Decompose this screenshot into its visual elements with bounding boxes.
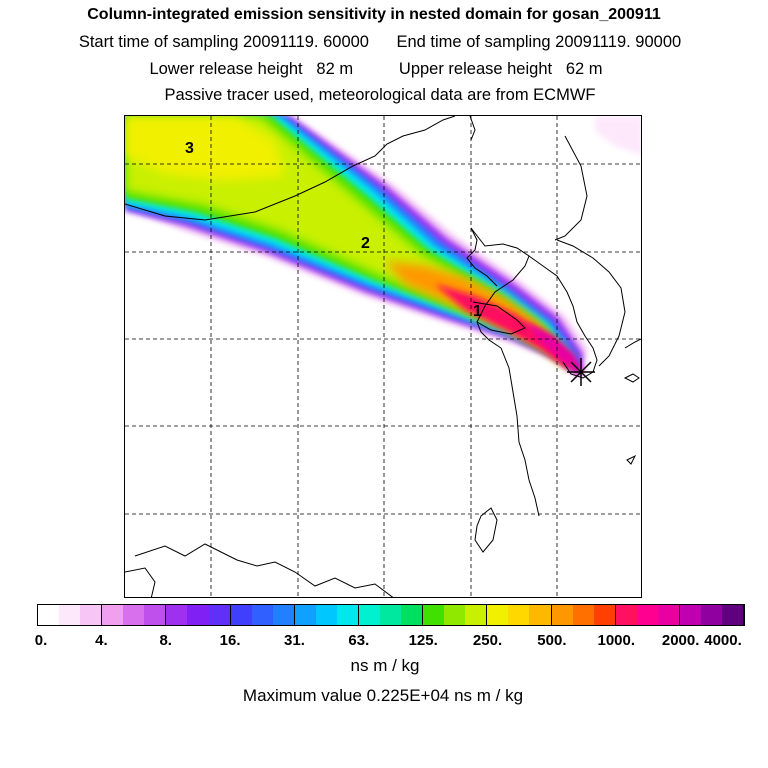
colorbar-segment — [423, 605, 445, 625]
colorbar-segment — [508, 605, 530, 625]
sampling-time-line: Start time of sampling 20091119. 60000 E… — [78, 33, 682, 51]
colorbar-segment — [208, 605, 231, 625]
colorbar-segment — [102, 605, 124, 625]
colorbar-segment — [315, 605, 337, 625]
colorbar-segment — [551, 605, 573, 625]
colorbar-tick-label: 63. — [348, 632, 370, 649]
colorbar-units: ns m / kg — [350, 656, 420, 675]
colorbar-tick-label: 2000. — [661, 632, 700, 649]
colorbar-segment — [401, 605, 424, 625]
colorbar-segment — [123, 605, 145, 625]
receptor-star-icon — [567, 358, 595, 386]
map-panel: 3 2 1 — [124, 115, 642, 598]
colorbar-segment — [572, 605, 594, 625]
colorbar-tick-label: 0. — [34, 632, 48, 649]
colorbar-segment — [38, 605, 60, 625]
colorbar-segment — [144, 605, 167, 625]
colorbar-segment — [230, 605, 252, 625]
plume-day-label-3: 3 — [185, 140, 194, 157]
colorbar-segment — [593, 605, 616, 625]
colorbar-segment — [294, 605, 316, 625]
colorbar-segment — [80, 605, 103, 625]
colorbar-segment — [358, 605, 380, 625]
map-title: Column-integrated emission sensitivity i… — [87, 6, 661, 23]
colorbar-segment — [166, 605, 188, 625]
colorbar-segment — [336, 605, 359, 625]
colorbar-segment — [636, 605, 658, 625]
colorbar — [37, 604, 745, 626]
colorbar-segment — [251, 605, 273, 625]
colorbar-tick-label: 4. — [95, 632, 108, 649]
maximum-value-label: Maximum value 0.225E+04 ns m / kg — [242, 686, 524, 705]
colorbar-segment — [615, 605, 637, 625]
colorbar-tick-label: 1000. — [597, 632, 636, 649]
colorbar-tick-label: 31. — [284, 632, 305, 649]
colorbar-segment — [657, 605, 680, 625]
colorbar-tick-label: 125. — [408, 632, 438, 649]
colorbar-tick-label: 4000. — [704, 632, 742, 649]
plume-day-label-1: 1 — [473, 303, 482, 320]
colorbar-segment — [722, 605, 745, 625]
colorbar-segment — [272, 605, 295, 625]
colorbar-segment — [59, 605, 81, 625]
colorbar-tick-label: 250. — [472, 632, 503, 649]
plume-day-label-2: 2 — [361, 235, 370, 252]
colorbar-segment — [529, 605, 552, 625]
colorbar-tick-label: 16. — [219, 632, 241, 649]
lat-lon-grid — [125, 116, 641, 597]
colorbar-segment — [679, 605, 701, 625]
colorbar-segment — [187, 605, 209, 625]
release-height-line: Lower release height 82 m Upper release … — [149, 60, 603, 78]
colorbar-segment — [700, 605, 722, 625]
colorbar-segment — [465, 605, 488, 625]
colorbar-segment — [444, 605, 466, 625]
tracer-info-line: Passive tracer used, meteorological data… — [164, 86, 596, 104]
map-canvas: 3 2 1 — [125, 116, 641, 597]
colorbar-tick-label: 8. — [159, 632, 172, 649]
colorbar-segment — [487, 605, 509, 625]
coastlines — [125, 116, 641, 597]
colorbar-segment — [380, 605, 402, 625]
emission-sensitivity-plume — [125, 116, 641, 378]
colorbar-tick-label: 500. — [537, 632, 567, 649]
